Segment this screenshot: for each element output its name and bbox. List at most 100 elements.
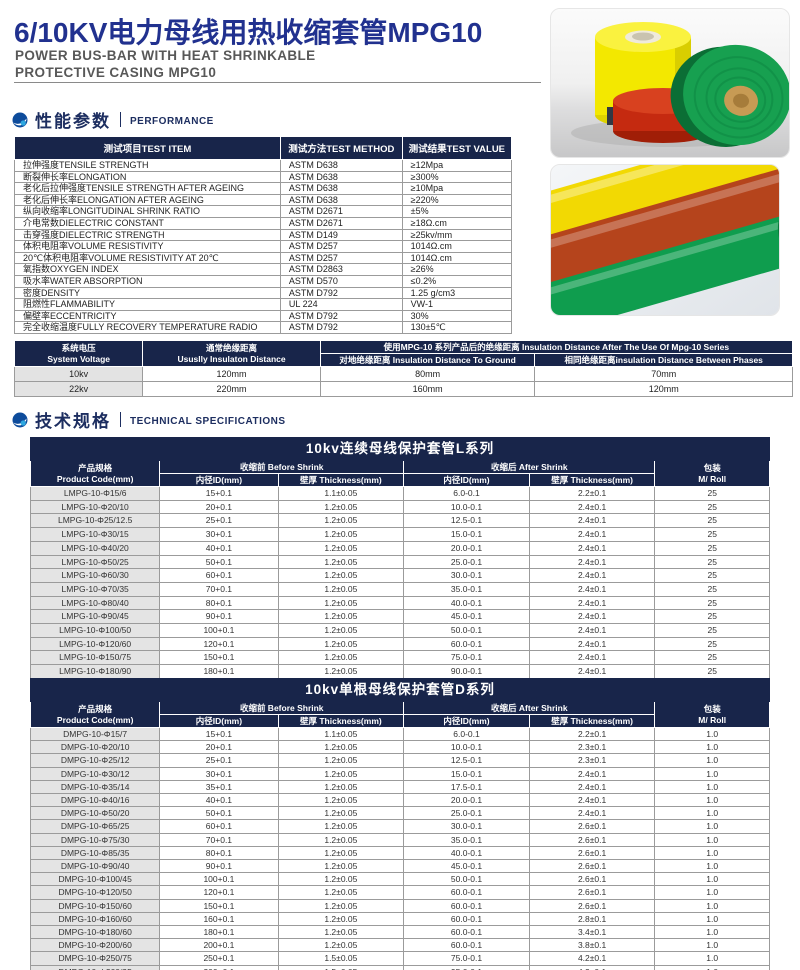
- cell: LMPG-10-Φ100/50: [29, 623, 161, 638]
- cell: 密度DENSITY: [14, 286, 281, 300]
- cell: 60.0-0.1: [403, 885, 530, 900]
- cell: 2.6±0.1: [528, 872, 656, 887]
- col-product-code: 产品规格 Product Code(mm): [29, 701, 161, 728]
- cell: 50.0-0.1: [403, 872, 530, 887]
- cell: LMPG-10-Φ70/35: [29, 581, 161, 597]
- l-series-row: LMPG-10-Φ150/75 150+0.1 1.2±0.05 75.0-0.1 2.…: [29, 650, 770, 666]
- cell: ASTM D2671: [279, 205, 403, 218]
- cell: 2.4±0.1: [528, 650, 656, 666]
- cell: 120mm: [142, 366, 321, 382]
- cell: 60+0.1: [159, 568, 279, 583]
- cell: 1.0: [654, 819, 770, 834]
- cell: 1.5±0.05: [277, 951, 405, 966]
- cell: 20.0-0.1: [403, 540, 530, 556]
- l-series-row: LMPG-10-Φ30/15 30+0.1 1.2±0.05 15.0-0.1 2.4±…: [29, 527, 770, 542]
- cell: 1.2±0.05: [277, 845, 405, 861]
- l-series-row: LMPG-10-Φ50/25 50+0.1 1.2±0.05 25.0-0.1 2.4±…: [29, 554, 770, 570]
- cell: 1.0: [654, 885, 770, 900]
- cell: 35.0-0.1: [403, 581, 530, 597]
- performance-row: 阻燃性FLAMMABILITY UL 224 VW-1: [14, 298, 513, 311]
- col-before-shrink: 收缩前 Before Shrink: [159, 701, 405, 715]
- d-series-row: DMPG-10-Φ250/75 250+0.1 1.5±0.05 75.0-0.1 4.…: [29, 951, 770, 966]
- cell: 70+0.1: [159, 832, 279, 847]
- cell: 氧指数OXYGEN INDEX: [14, 263, 281, 276]
- cell: 1.2±0.05: [277, 753, 405, 768]
- l-series-row: LMPG-10-Φ15/6 15+0.1 1.1±0.05 6.0-0.1 2.2±0.…: [29, 486, 770, 501]
- cell: 1.2±0.05: [277, 499, 405, 515]
- d-series-row: DMPG-10-Φ25/12 25+0.1 1.2±0.05 12.5-0.1 2.3±…: [29, 753, 770, 768]
- cell: 1.2±0.05: [277, 650, 405, 666]
- cell: 30+0.1: [159, 527, 279, 542]
- cell: LMPG-10-Φ90/45: [29, 609, 161, 625]
- cell: 2.4±0.1: [528, 513, 656, 529]
- subtitle-line1: POWER BUS-BAR WITH HEAT SHRINKABLE: [15, 48, 316, 63]
- cell: 25: [654, 609, 770, 625]
- cell: 1.25 g/cm3: [401, 286, 513, 300]
- cell: 1.0: [654, 793, 770, 808]
- cell: 3.4±0.1: [528, 925, 656, 940]
- d-series-row: DMPG-10-Φ50/20 50+0.1 1.2±0.05 25.0-0.1 2.4±…: [29, 806, 770, 821]
- cell: 2.6±0.1: [528, 845, 656, 861]
- page-title: 6/10KV电力母线用热收缩套管MPG10: [14, 17, 483, 48]
- cell: 180+0.1: [159, 925, 279, 940]
- cell: ASTM D792: [279, 321, 403, 334]
- cell: DMPG-10-Φ25/12: [29, 753, 161, 768]
- cell: 1.0: [654, 806, 770, 821]
- cell: 1.2±0.05: [277, 554, 405, 570]
- label: Ususlly Insulaton Distance: [177, 353, 286, 364]
- section-divider: [120, 112, 121, 127]
- cell: ≥25kv/mm: [401, 228, 513, 242]
- section-divider: [120, 412, 121, 427]
- cell: 1.0: [654, 859, 770, 874]
- cell: 1.2±0.05: [277, 581, 405, 597]
- cell: 1.0: [654, 845, 770, 861]
- cell: 1.0: [654, 726, 770, 742]
- cell: 200+0.1: [159, 938, 279, 953]
- cell: 纵向收缩率LONGITUDINAL SHRINK RATIO: [14, 205, 281, 218]
- cell: VW-1: [401, 298, 513, 311]
- cell: 20.0-0.1: [403, 793, 530, 808]
- l-series-row: LMPG-10-Φ90/45 90+0.1 1.2±0.05 45.0-0.1 2.4±…: [29, 609, 770, 625]
- cell: 60.0-0.1: [403, 898, 530, 913]
- performance-row: 拉伸强度TENSILE STRENGTH ASTM D638 ≥12Mpa: [14, 159, 513, 172]
- cell: LMPG-10-Φ40/20: [29, 540, 161, 556]
- cell: 25: [654, 486, 770, 501]
- cell: 2.6±0.1: [528, 819, 656, 834]
- cell: 6.0-0.1: [403, 486, 530, 501]
- cell: ≥10Mpa: [401, 182, 513, 195]
- cell: 2.4±0.1: [528, 581, 656, 597]
- cell: ≥300%: [401, 170, 513, 184]
- cell: 1.2±0.05: [277, 766, 405, 781]
- performance-title-cn: 性能参数: [35, 112, 111, 131]
- cell: DMPG-10-Φ75/30: [29, 832, 161, 847]
- col-product-code: 产品规格 Product Code(mm): [29, 460, 161, 487]
- label: 产品规格: [78, 704, 113, 715]
- cell: 1.2±0.05: [277, 568, 405, 583]
- cell: 10.0-0.1: [403, 740, 530, 755]
- cell: 100+0.1: [159, 872, 279, 887]
- cell: 1.1±0.05: [277, 726, 405, 742]
- performance-row: 断裂伸长率ELONGATION ASTM D638 ≥300%: [14, 170, 513, 184]
- cell: 12.5-0.1: [403, 753, 530, 768]
- cell: 40+0.1: [159, 540, 279, 556]
- ins-col-system-voltage: 系统电压 System Voltage: [13, 340, 144, 367]
- cell: ASTM D638: [279, 170, 403, 184]
- cell: 90.0-0.1: [403, 664, 530, 679]
- cell: 95.0-0.1: [403, 964, 530, 970]
- cell: DMPG-10-Φ120/50: [29, 885, 161, 900]
- cell: 60.0-0.1: [403, 911, 530, 927]
- cell: ASTM D792: [279, 286, 403, 300]
- cell: 2.6±0.1: [528, 832, 656, 847]
- cell: 30.0-0.1: [403, 568, 530, 583]
- cell: 25: [654, 513, 770, 529]
- cell: 15+0.1: [159, 486, 279, 501]
- cell: 2.4±0.1: [528, 568, 656, 583]
- cell: LMPG-10-Φ120/60: [29, 636, 161, 652]
- insulation-distance-table: 系统电压 System Voltage 通常绝缘距离 Ususlly Insul…: [13, 340, 794, 397]
- cell: 35.0-0.1: [403, 832, 530, 847]
- cell: DMPG-10-Φ30/12: [29, 766, 161, 781]
- cell: 2.4±0.1: [528, 554, 656, 570]
- col-after-shrink: 收缩后 After Shrink: [403, 701, 656, 715]
- label: Product Code(mm): [56, 714, 134, 725]
